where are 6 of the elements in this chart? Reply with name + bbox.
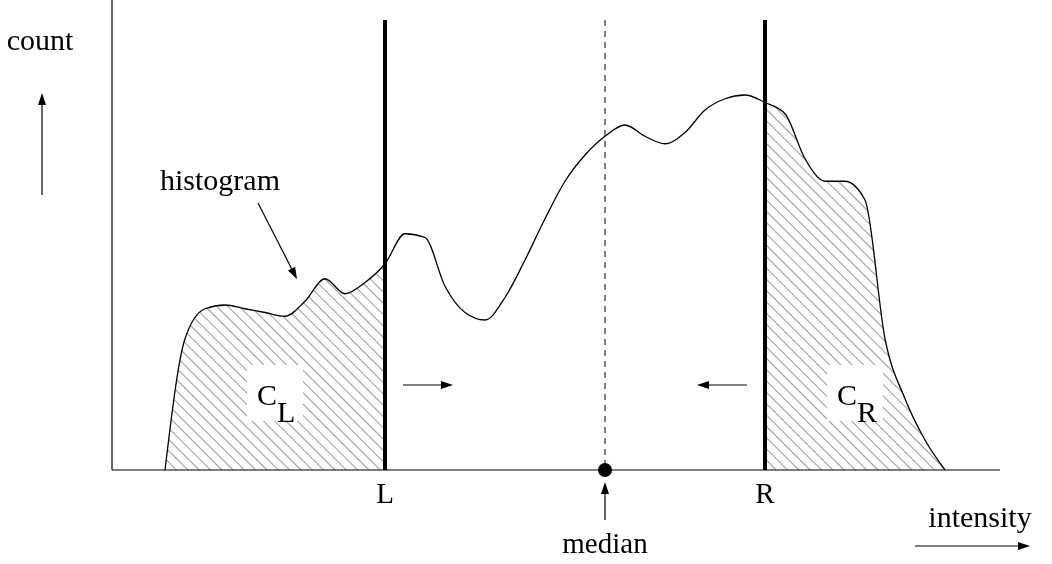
y-axis-title: count bbox=[6, 23, 74, 56]
x-tick-label: median bbox=[562, 527, 649, 559]
x-tick-label: L bbox=[376, 477, 394, 509]
annotation: histogram bbox=[160, 163, 280, 196]
x-tick-label: R bbox=[755, 477, 776, 509]
x-axis-title: intensity bbox=[928, 500, 1032, 533]
